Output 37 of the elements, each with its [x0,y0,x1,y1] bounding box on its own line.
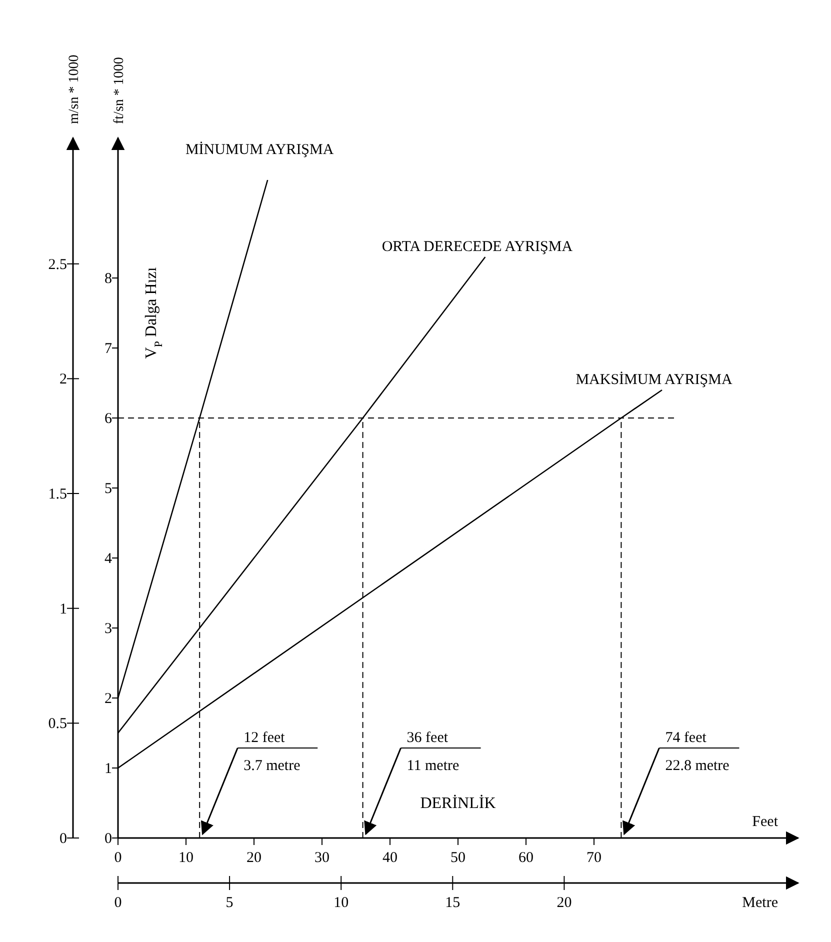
x2-tick-label: 15 [445,895,460,911]
x-tick-label: 30 [314,850,330,866]
text: MİNUMUM AYRIŞMA [185,141,334,158]
x-tick-label: 40 [382,850,398,866]
annotation: DERİNLİK [420,794,496,812]
y2-tick-label: 2 [60,372,67,388]
y-axis-title: ft/sn * 1000 [112,57,127,124]
annotation: 74 feet 22.8 metre [665,730,730,774]
series-label: ORTA DERECEDE AYRIŞMA [382,239,573,255]
annotation: 12 feet 3.7 metre [244,730,301,774]
y-tick-label: 4 [104,551,112,567]
y-tick-label: 1 [104,761,112,777]
series-label: MAKSİMUM AYRIŞMA [576,371,732,388]
y-tick-label: 7 [104,341,112,357]
x-axis-title: Feet [752,814,779,830]
y2-axis-title: m/sn * 1000 [67,54,82,124]
x2-tick-label: 10 [334,895,349,911]
annotation: 36 feet 11 metre [406,730,460,774]
x-tick-label: 60 [518,850,534,866]
y-tick-label: 0 [104,831,112,847]
x-tick-label: 50 [450,850,466,866]
x2-tick-label: 20 [556,895,572,911]
y-tick-label: 3 [104,621,112,637]
x-tick-label: 70 [586,850,602,866]
x-tick-label: 20 [246,850,262,866]
x-tick-label: 10 [178,850,194,866]
y2-tick-label: 2.5 [48,256,67,273]
y-tick-label: 5 [104,481,112,497]
x2-tick-label: 5 [226,895,234,911]
y2-tick-label: 1.5 [48,486,67,503]
y2-tick-label: 1 [60,601,67,618]
y2-tick-label: 0.5 [48,716,67,732]
y-tick-label: 2 [104,691,112,707]
y-tick-label: 8 [104,271,112,287]
x2-axis-title: Metre [742,895,778,911]
y-tick-label: 6 [104,411,112,427]
y2-tick-label: 0 [60,831,67,847]
